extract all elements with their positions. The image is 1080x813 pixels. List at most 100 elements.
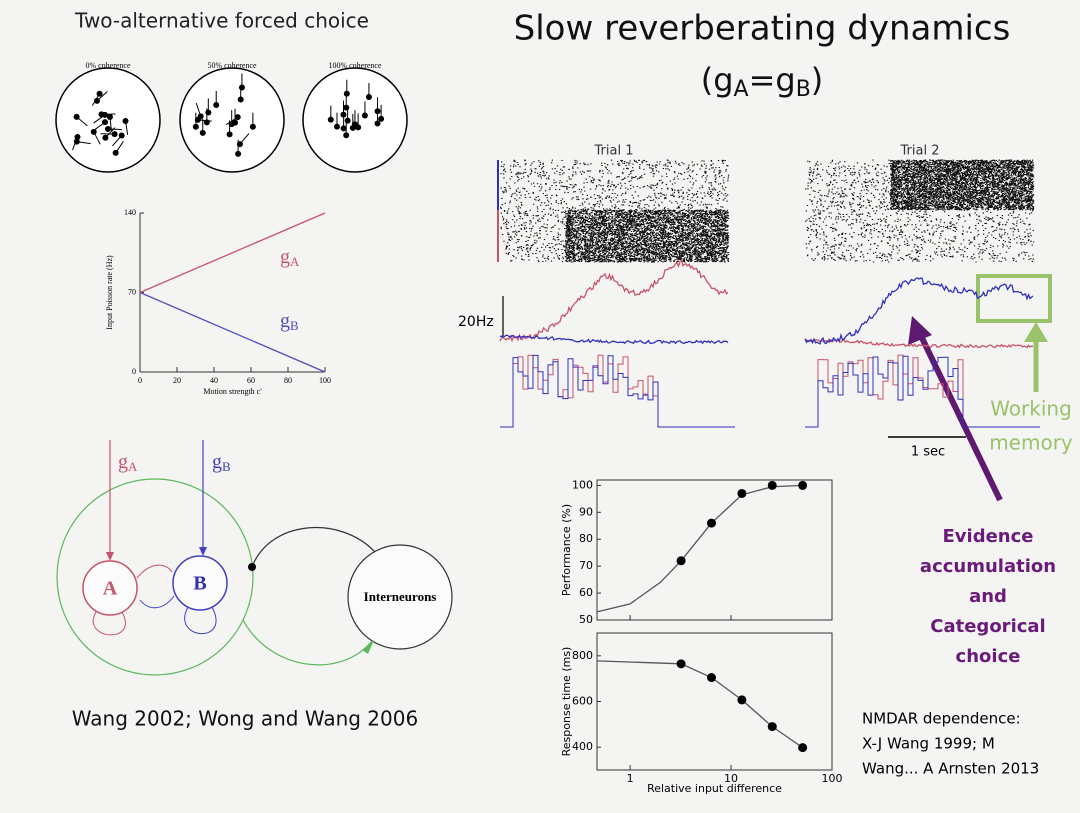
- x-tick-label: 100: [822, 772, 843, 785]
- series-name: A: [290, 254, 300, 269]
- feedback-arrowhead: [362, 640, 374, 654]
- population-label: A: [103, 578, 118, 600]
- evidence-line: accumulation: [920, 556, 1056, 577]
- population-label: B: [193, 573, 206, 595]
- dot: [333, 123, 340, 130]
- data-point: [706, 518, 716, 528]
- coherence-label: 50% coherence: [207, 61, 257, 70]
- working-memory-label: memory: [989, 431, 1073, 455]
- dot: [118, 132, 125, 139]
- x-tick-label: 60: [247, 376, 255, 385]
- dot: [343, 132, 350, 139]
- dot: [90, 128, 97, 135]
- rate-trace: [804, 277, 1034, 345]
- evidence-line: Categorical: [930, 616, 1045, 637]
- data-point: [737, 488, 747, 498]
- rate-trace: [499, 334, 729, 345]
- dot: [361, 112, 368, 119]
- y-axis-label: Input Poisson rate (Hz): [105, 255, 114, 330]
- dot: [102, 119, 109, 126]
- y-tick-label: 60: [579, 586, 593, 599]
- dot: [234, 114, 241, 121]
- data-point: [798, 743, 808, 753]
- input-trace: [805, 354, 1040, 428]
- y-axis-label: Response time (ms): [560, 647, 573, 757]
- plot-frame: [596, 479, 833, 621]
- x-tick-label: 80: [284, 376, 292, 385]
- data-point: [767, 480, 777, 490]
- evidence-line: and: [969, 586, 1007, 607]
- slide-title: Slow reverberating dynamics: [514, 9, 1011, 49]
- series-line: [596, 660, 804, 749]
- dot: [101, 111, 108, 118]
- dot: [236, 141, 243, 148]
- data-point: [706, 673, 716, 683]
- coherence-label: 0% coherence: [85, 61, 131, 70]
- excitatory-pool: [56, 478, 254, 676]
- input-symbol: g: [118, 451, 128, 473]
- data-point: [676, 659, 686, 669]
- x-tick-label: 10: [724, 772, 738, 785]
- synapse-dot: [248, 563, 256, 571]
- x-tick-label: 40: [210, 376, 218, 385]
- y-tick-label: 70: [579, 559, 593, 572]
- series-line: [596, 484, 803, 613]
- y-axis-label: Performance (%): [560, 504, 573, 596]
- trial-label: Trial 1: [594, 144, 634, 159]
- citation-line: Wang... A Arnsten 2013: [862, 760, 1039, 778]
- input-sub: A: [128, 459, 138, 474]
- a-to-b: [136, 564, 173, 579]
- data-point: [676, 556, 686, 566]
- input-trace: [500, 354, 735, 428]
- input-b-arrowhead: [199, 547, 207, 556]
- time-scale-label: 1 sec: [911, 445, 945, 460]
- series-name: B: [290, 318, 299, 333]
- dot: [96, 90, 103, 97]
- evidence-text: Evidence accumulation and Categorical ch…: [920, 526, 1056, 667]
- dot: [111, 131, 118, 138]
- raster: [805, 159, 1035, 263]
- dot: [235, 150, 242, 157]
- rate-trace: [804, 337, 1034, 349]
- dot: [226, 131, 233, 138]
- rate-trace: [499, 259, 729, 343]
- y-tick-label: 80: [579, 532, 593, 545]
- input-label: gB: [212, 451, 231, 474]
- y-tick-label: 70: [128, 287, 136, 296]
- y-tick-label: 140: [124, 208, 136, 217]
- dot: [205, 109, 212, 116]
- raster: [500, 159, 730, 263]
- dot: [249, 123, 256, 130]
- dot: [112, 149, 119, 156]
- working-memory-arrowhead: [1024, 322, 1048, 342]
- dot: [238, 84, 245, 91]
- dot: [199, 129, 206, 136]
- y-tick-label: 100: [572, 478, 593, 491]
- evidence-line: choice: [956, 646, 1021, 667]
- evidence-arrow: [919, 336, 1003, 502]
- dot: [122, 117, 129, 124]
- dot: [194, 116, 201, 123]
- data-point: [767, 722, 777, 732]
- dot: [344, 117, 351, 124]
- series-line: [139, 291, 326, 373]
- dot: [355, 124, 362, 131]
- dot: [340, 125, 347, 132]
- input-label: gA: [118, 451, 138, 474]
- y-tick-label: 800: [572, 649, 593, 662]
- dot: [104, 126, 111, 133]
- subtitle-sub: A: [734, 77, 749, 102]
- dot: [73, 138, 80, 145]
- x-tick-label: 20: [173, 376, 181, 385]
- dot: [374, 108, 381, 115]
- population-b: [172, 555, 228, 611]
- series-symbol: g: [280, 310, 290, 332]
- interneuron-pool: [347, 544, 453, 650]
- x-axis-label: Motion strength c': [203, 387, 262, 396]
- dot: [378, 115, 385, 122]
- citation-line: NMDAR dependence:: [862, 710, 1021, 728]
- interneuron-label: Interneurons: [364, 589, 437, 604]
- x-tick-label: 1: [627, 772, 634, 785]
- citation: Wang 2002; Wong and Wang 2006: [72, 707, 418, 731]
